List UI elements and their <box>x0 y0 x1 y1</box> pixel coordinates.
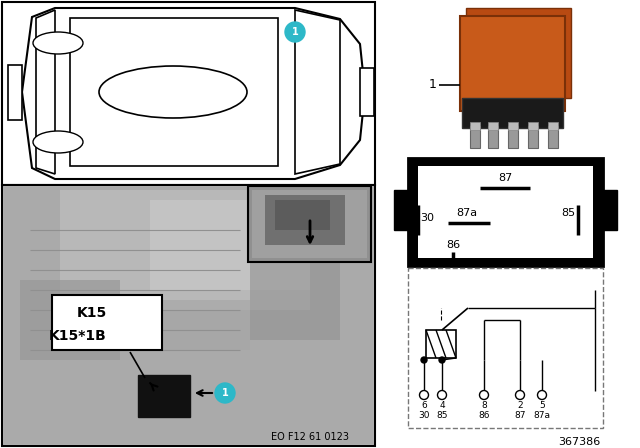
Text: 4: 4 <box>439 401 445 410</box>
Bar <box>603 190 617 230</box>
Bar <box>462 98 563 128</box>
Circle shape <box>215 383 235 403</box>
Ellipse shape <box>99 66 247 118</box>
Bar <box>470 126 480 148</box>
Bar <box>394 190 408 230</box>
Text: 86: 86 <box>478 412 490 421</box>
Ellipse shape <box>33 131 83 153</box>
Text: 6: 6 <box>421 401 427 410</box>
Circle shape <box>285 22 305 42</box>
Text: EO F12 61 0123: EO F12 61 0123 <box>271 432 349 442</box>
Bar <box>265 195 345 245</box>
Bar <box>418 166 593 258</box>
Polygon shape <box>36 10 55 174</box>
Bar <box>100 300 250 350</box>
Text: K15: K15 <box>77 306 107 320</box>
Bar <box>20 280 120 360</box>
Bar <box>408 158 603 266</box>
Bar <box>275 200 330 230</box>
Circle shape <box>515 391 525 400</box>
Bar <box>138 375 190 417</box>
Bar <box>2 2 375 185</box>
Circle shape <box>479 391 488 400</box>
Polygon shape <box>70 18 278 166</box>
Bar <box>2 185 375 446</box>
Bar <box>470 122 480 130</box>
Text: 5: 5 <box>539 401 545 410</box>
Bar <box>426 330 456 358</box>
Bar <box>408 268 603 428</box>
Bar <box>548 122 558 130</box>
Bar <box>460 16 565 111</box>
Bar <box>528 122 538 130</box>
Text: 367386: 367386 <box>557 437 600 447</box>
Bar <box>528 126 538 148</box>
Text: 87: 87 <box>498 173 512 183</box>
Circle shape <box>439 357 445 363</box>
Text: 30: 30 <box>419 412 429 421</box>
Circle shape <box>421 357 427 363</box>
Text: K15*1B: K15*1B <box>49 329 107 343</box>
Text: 85: 85 <box>436 412 448 421</box>
Text: 87: 87 <box>515 412 525 421</box>
Bar <box>466 8 571 98</box>
Bar <box>488 126 498 148</box>
Text: 1: 1 <box>429 78 437 91</box>
Bar <box>4 187 373 444</box>
Text: 1: 1 <box>221 388 228 398</box>
Bar <box>60 190 310 310</box>
Circle shape <box>538 391 547 400</box>
Bar <box>548 126 558 148</box>
Circle shape <box>438 391 447 400</box>
Text: 87a: 87a <box>456 208 477 218</box>
Text: 85: 85 <box>561 208 575 218</box>
Text: 86: 86 <box>446 240 460 250</box>
Text: 8: 8 <box>481 401 487 410</box>
Text: 2: 2 <box>517 401 523 410</box>
Bar <box>508 126 518 148</box>
Polygon shape <box>22 8 365 179</box>
Bar <box>488 122 498 130</box>
Bar <box>252 190 367 258</box>
Text: 1: 1 <box>292 27 298 37</box>
Bar <box>250 260 340 340</box>
Bar <box>150 200 310 290</box>
Polygon shape <box>295 10 340 174</box>
Bar <box>248 186 371 262</box>
Ellipse shape <box>33 32 83 54</box>
Polygon shape <box>360 68 374 116</box>
Text: 30: 30 <box>420 213 434 223</box>
Text: 87a: 87a <box>534 412 550 421</box>
Circle shape <box>419 391 429 400</box>
Bar <box>508 122 518 130</box>
Polygon shape <box>8 65 22 120</box>
Bar <box>52 295 162 350</box>
